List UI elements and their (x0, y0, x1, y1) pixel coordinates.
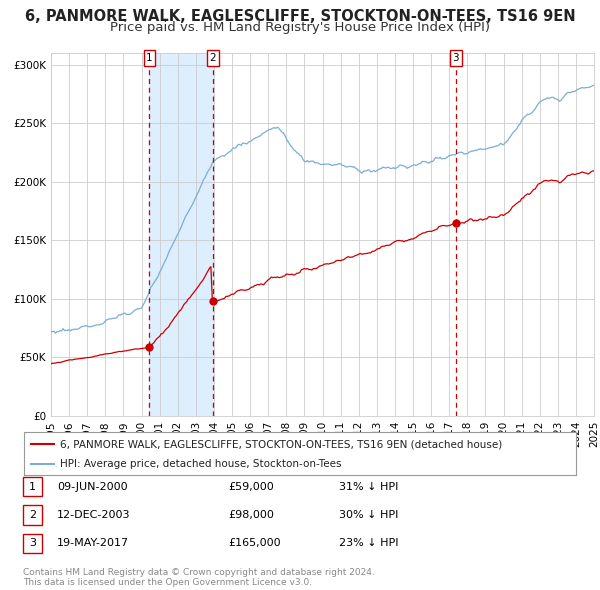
Text: Contains HM Land Registry data © Crown copyright and database right 2024.
This d: Contains HM Land Registry data © Crown c… (23, 568, 374, 587)
Text: £98,000: £98,000 (228, 510, 274, 520)
Text: 12-DEC-2003: 12-DEC-2003 (57, 510, 131, 520)
Text: 31% ↓ HPI: 31% ↓ HPI (339, 482, 398, 491)
Text: HPI: Average price, detached house, Stockton-on-Tees: HPI: Average price, detached house, Stoc… (60, 460, 341, 469)
Text: Price paid vs. HM Land Registry's House Price Index (HPI): Price paid vs. HM Land Registry's House … (110, 21, 490, 34)
Text: 2: 2 (209, 53, 217, 63)
Text: 19-MAY-2017: 19-MAY-2017 (57, 539, 129, 548)
Text: 23% ↓ HPI: 23% ↓ HPI (339, 539, 398, 548)
Text: 2: 2 (29, 510, 36, 520)
Text: £59,000: £59,000 (228, 482, 274, 491)
Text: £165,000: £165,000 (228, 539, 281, 548)
Text: 3: 3 (29, 539, 36, 548)
Text: 6, PANMORE WALK, EAGLESCLIFFE, STOCKTON-ON-TEES, TS16 9EN: 6, PANMORE WALK, EAGLESCLIFFE, STOCKTON-… (25, 9, 575, 24)
Text: 1: 1 (29, 482, 36, 491)
Bar (149, 53, 213, 416)
Text: 30% ↓ HPI: 30% ↓ HPI (339, 510, 398, 520)
Text: 6, PANMORE WALK, EAGLESCLIFFE, STOCKTON-ON-TEES, TS16 9EN (detached house): 6, PANMORE WALK, EAGLESCLIFFE, STOCKTON-… (60, 440, 502, 450)
Text: 3: 3 (452, 53, 459, 63)
Text: 1: 1 (146, 53, 153, 63)
Text: 09-JUN-2000: 09-JUN-2000 (57, 482, 128, 491)
